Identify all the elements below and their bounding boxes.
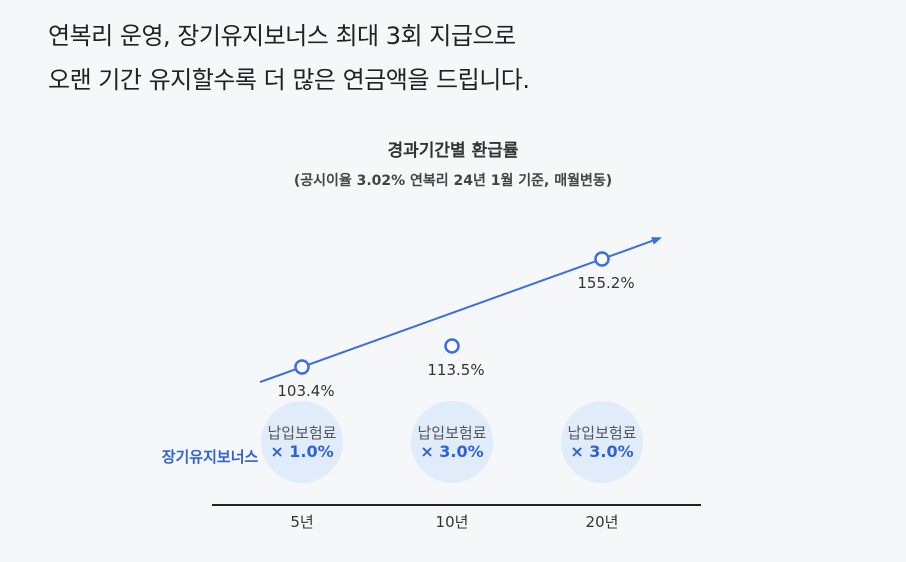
long-term-bonus-label: 장기유지보너스 (162, 448, 259, 466)
data-point (594, 251, 610, 267)
chart-subtitle: (공시이율 3.02% 연복리 24년 1월 기준, 매월변동) (293, 173, 613, 189)
bonus-circle (411, 401, 493, 483)
bonus-base-label: 납입보험료 (267, 424, 336, 442)
bonus-base-label: 납입보험료 (417, 424, 486, 442)
x-tick-label: 5년 (290, 513, 313, 531)
bonus-circle (561, 401, 643, 483)
data-value-label: 103.4% (277, 382, 334, 400)
headline-line-1: 연복리 운영, 장기유지보너스 최대 3회 지급으로 (48, 22, 516, 50)
data-value-label: 155.2% (577, 274, 634, 292)
chart-title: 경과기간별 환급률 (387, 141, 519, 161)
data-point (294, 359, 310, 375)
trend-line (259, 237, 662, 384)
headline: 연복리 운영, 장기유지보너스 최대 3회 지급으로 오랜 기간 유지할수록 더… (48, 14, 530, 102)
x-tick-label: 10년 (436, 513, 469, 531)
bonus-circle (261, 401, 343, 483)
data-point (444, 338, 460, 354)
bonus-multiplier-value: × 3.0% (420, 442, 483, 461)
headline-line-2: 오랜 기간 유지할수록 더 많은 연금액을 드립니다. (48, 66, 530, 94)
data-value-label: 113.5% (427, 361, 484, 379)
bonus-base-label: 납입보험료 (567, 424, 636, 442)
bonus-multiplier-value: × 1.0% (270, 442, 333, 461)
x-tick-label: 20년 (586, 513, 619, 531)
bonus-multiplier-value: × 3.0% (570, 442, 633, 461)
